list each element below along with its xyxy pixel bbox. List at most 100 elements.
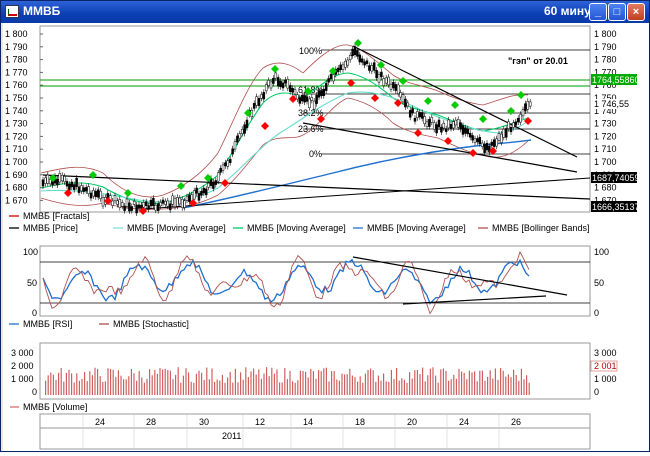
price-tag-text: 1764,55860 <box>592 75 640 85</box>
trend-line[interactable] <box>302 122 578 173</box>
price-axis-tick: 1 780 <box>5 55 28 65</box>
fractal-down <box>317 115 325 123</box>
volume-bar <box>167 370 169 395</box>
candle-body <box>488 145 491 153</box>
candle-body <box>456 119 460 128</box>
fractal-down <box>394 99 402 107</box>
trend-line[interactable] <box>352 45 578 158</box>
volume-bar <box>245 367 247 395</box>
maximize-button[interactable]: □ <box>608 3 626 21</box>
close-button[interactable]: × <box>627 3 645 21</box>
candle-body <box>298 97 302 104</box>
moving-average-medium[interactable] <box>40 91 529 203</box>
fractal-up <box>89 171 97 179</box>
volume-bar <box>370 368 372 395</box>
osc-trend-line[interactable] <box>402 295 547 305</box>
candle-body <box>228 158 232 163</box>
volume-bar <box>107 368 109 395</box>
volume-bar <box>453 374 455 395</box>
volume-bar <box>102 381 104 395</box>
osc-trend-line[interactable] <box>352 256 568 296</box>
volume-bar <box>320 371 322 395</box>
candle-body <box>214 180 218 185</box>
fractal-down <box>104 197 112 205</box>
candle-body <box>159 202 162 207</box>
candle-body <box>152 198 155 207</box>
volume-bar <box>484 380 486 395</box>
candle-body <box>483 143 486 153</box>
candle-body <box>87 186 90 194</box>
volume-bar <box>458 368 460 395</box>
candle-body <box>324 83 328 91</box>
price-axis-tick: 1 790 <box>5 42 28 52</box>
time-axis-year: 2011 <box>222 431 241 441</box>
title-bar[interactable]: ММВБ 60 минут _ □ × <box>1 1 649 23</box>
volume-bar <box>323 368 325 395</box>
stochastic-line[interactable] <box>42 250 530 315</box>
trend-line[interactable] <box>142 177 591 210</box>
volume-bar <box>468 370 470 395</box>
volume-bar <box>336 379 338 395</box>
candle-body <box>341 64 345 70</box>
legend-label: ММВБ [Stochastic] <box>113 319 189 329</box>
candle-body <box>94 190 98 198</box>
oscillator-pane[interactable] <box>39 245 591 317</box>
price-legend: ММВБ [Fractals] ММВБ [Price] ММВБ [Moving … <box>9 211 589 233</box>
volume-bar <box>206 367 208 395</box>
fractal-markers[interactable] <box>49 39 532 215</box>
bollinger-upper[interactable] <box>40 44 529 198</box>
candle-body <box>344 60 347 68</box>
volume-bar <box>502 370 504 395</box>
fractal-up <box>304 87 312 95</box>
moving-average-long[interactable] <box>182 139 532 209</box>
volume-bar <box>310 368 312 395</box>
volume-bar <box>479 370 481 395</box>
candle-body <box>454 119 458 126</box>
candle-body <box>226 160 230 167</box>
chart-area[interactable]: 1 800 1 790 1 780 1 770 1 760 1 750 1 740 1 730… <box>3 23 649 451</box>
chart-window-icon <box>5 5 19 18</box>
osc-tick: 100 <box>594 247 609 257</box>
time-axis[interactable] <box>39 413 591 450</box>
minimize-button[interactable]: _ <box>589 3 607 21</box>
price-candles[interactable] <box>41 43 532 217</box>
candle-body <box>466 128 470 135</box>
volume-bar <box>377 375 379 395</box>
candle-body <box>442 122 446 129</box>
candle-body <box>476 138 479 143</box>
candle-body <box>286 78 290 89</box>
price-tag-green <box>591 74 637 85</box>
time-axis-date: 18 <box>355 417 365 427</box>
candle-body <box>111 200 114 206</box>
volume-bar <box>302 370 304 395</box>
volume-bar <box>268 376 270 395</box>
candle-body <box>423 116 426 125</box>
volume-bar <box>286 379 288 395</box>
volume-bar <box>73 382 75 395</box>
volume-bars[interactable] <box>45 367 530 395</box>
legend-label: ММВБ [Bollinger Bands] <box>492 223 589 233</box>
time-axis-date: 30 <box>199 417 209 427</box>
volume-bar <box>315 378 317 395</box>
candle-body <box>320 90 323 97</box>
candle-body <box>435 124 438 134</box>
volume-bar <box>526 375 528 395</box>
price-pane[interactable] <box>39 25 591 213</box>
candle-body <box>173 198 177 208</box>
volume-bar <box>65 372 67 395</box>
bollinger-lower[interactable] <box>40 97 529 211</box>
rsi-line[interactable] <box>42 258 530 305</box>
candle-body <box>118 199 122 208</box>
price-tag-text: 1687,74059 <box>592 173 640 183</box>
volume-pane[interactable] <box>39 342 591 400</box>
volume-bar <box>471 372 473 395</box>
fractal-down <box>444 137 452 145</box>
volume-bar <box>89 371 91 395</box>
trend-line[interactable] <box>42 174 591 200</box>
legend-label: ММВБ [Price] <box>23 223 78 233</box>
candle-body <box>408 110 412 118</box>
fractal-down <box>524 117 532 125</box>
chart-svg[interactable]: 1 800 1 790 1 780 1 770 1 760 1 750 1 740 1 730… <box>3 23 649 451</box>
volume-bar <box>237 382 239 395</box>
candle-body <box>269 81 273 89</box>
